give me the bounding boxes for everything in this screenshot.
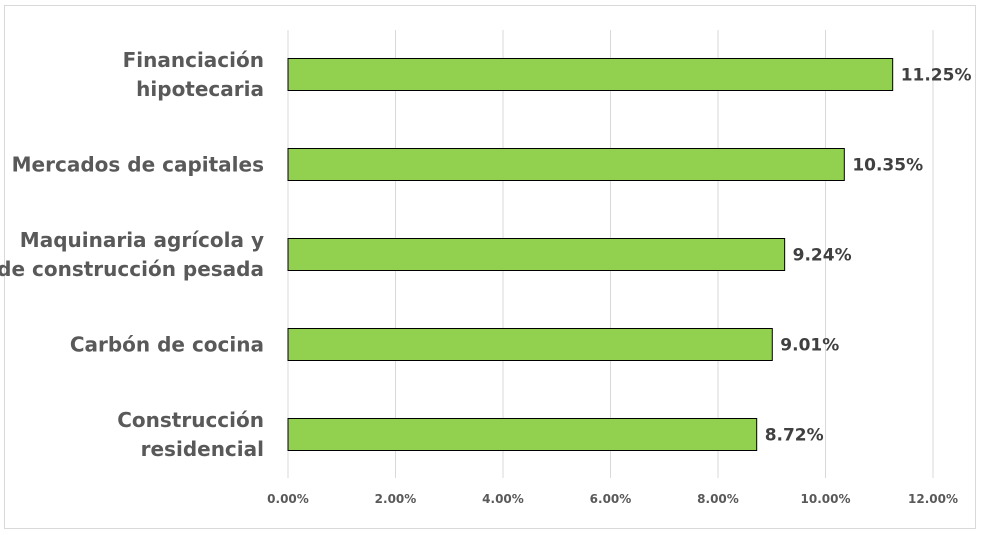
x-tick-label: 8.00% <box>697 492 739 506</box>
category-label: Mercados de capitales <box>12 153 264 177</box>
bar <box>287 418 758 451</box>
x-tick-label: 6.00% <box>590 492 632 506</box>
x-tick-label: 4.00% <box>482 492 524 506</box>
data-label: 10.35% <box>852 156 923 176</box>
category-label: Construcción residencial <box>117 408 264 461</box>
category-label-line: Maquinaria agrícola y <box>20 228 264 252</box>
data-labels: 11.25% 10.35% 9.24% 9.01% 8.72% <box>765 66 972 446</box>
category-label-line: Mercados de capitales <box>12 153 264 177</box>
bar <box>287 328 773 361</box>
x-tick-label: 10.00% <box>801 492 851 506</box>
bar <box>287 58 894 91</box>
category-label-line: de construcción pesada <box>0 257 264 281</box>
data-label: 9.24% <box>793 246 852 266</box>
data-label: 11.25% <box>901 66 972 86</box>
data-label: 8.72% <box>765 426 824 446</box>
x-axis-tick-labels: 0.00% 2.00% 4.00% 6.00% 8.00% 10.00% 12.00% <box>267 492 958 506</box>
category-labels: Financiación hipotecaria Mercados de capit… <box>0 48 264 461</box>
data-label: 9.01% <box>780 336 839 356</box>
category-label: Financiación hipotecaria <box>123 48 264 101</box>
category-label-line: residencial <box>141 437 264 461</box>
category-label-line: hipotecaria <box>136 77 264 101</box>
bars <box>287 58 894 451</box>
category-label: Carbón de cocina <box>70 333 264 357</box>
category-label-line: Carbón de cocina <box>70 333 264 357</box>
category-label-line: Construcción <box>117 408 264 432</box>
x-tick-label: 0.00% <box>267 492 309 506</box>
bar <box>287 148 845 181</box>
x-tick-label: 2.00% <box>375 492 417 506</box>
category-label-line: Financiación <box>123 48 264 72</box>
bar <box>287 238 786 271</box>
category-label: Maquinaria agrícola y de construcción pes… <box>0 228 264 281</box>
x-tick-label: 12.00% <box>908 492 958 506</box>
